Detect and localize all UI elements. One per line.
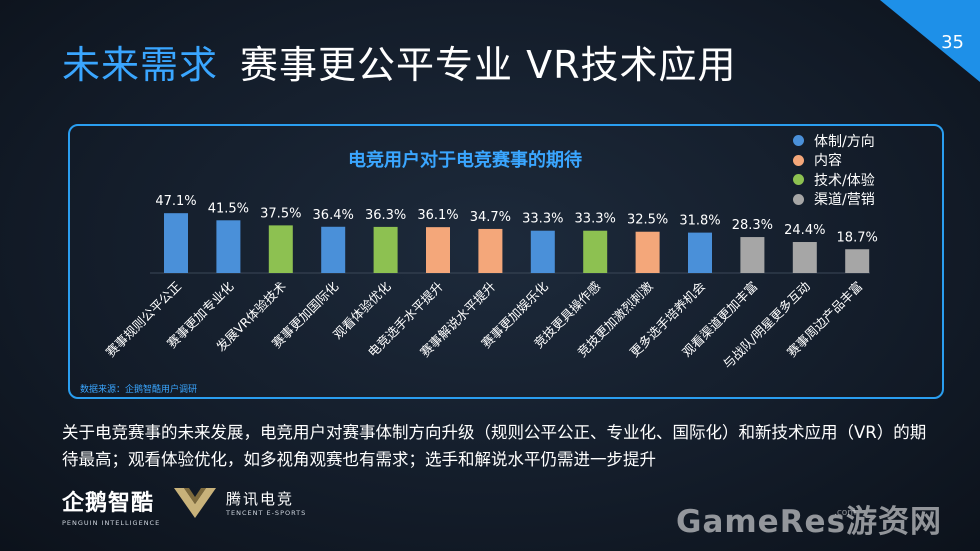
value-label-6: 34.7% [470,210,511,225]
bar-2 [268,225,293,273]
legend-label-content: 内容 [814,153,842,170]
penguin-logo-sub: PENGUIN INTELLIGENCE [62,519,161,527]
bar-0 [164,213,188,273]
legend-item-tech: 技术/体验 [793,170,875,190]
value-label-9: 32.5% [627,213,668,228]
legend-swatch-channel [793,193,804,205]
tencent-logo-sub: TENCENT E-SPORTS [226,508,307,517]
value-label-13: 18.7% [837,230,878,245]
category-label-12: 与战队/明星更多互动 [720,279,813,372]
tencent-esports-logo: 腾讯电竞 TENCENT E-SPORTS [172,484,306,520]
page-number: 35 [941,32,964,53]
value-label-3: 36.4% [313,208,354,223]
bar-11 [740,237,765,273]
value-label-2: 37.5% [260,206,301,221]
corner-triangle [880,0,980,82]
source-note: 数据来源：企鹅智酷用户调研 [80,385,198,395]
bar-5 [426,227,450,273]
value-label-8: 33.3% [575,212,616,227]
watermark: GameRes游资网 [676,504,943,540]
watermark-dotcom: .com [834,508,857,518]
tencent-logo-text: 腾讯电竞 [226,489,295,508]
chart-title: 电竞用户对于电竞赛事的期待 [348,150,582,171]
title-accent: 未来需求 [62,43,219,87]
bar-6 [478,228,503,273]
legend-swatch-system [793,135,804,147]
bar-10 [688,232,712,273]
legend-item-content: 内容 [793,151,875,171]
legend-swatch-content [793,154,804,166]
value-label-11: 28.3% [732,218,773,233]
bar-7 [530,230,555,273]
chart-panel [68,124,944,399]
value-label-5: 36.1% [417,208,458,223]
value-label-1: 41.5% [208,201,249,216]
description-text: 关于电竞赛事的未来发展，电竞用户对赛事体制方向升级（规则公平公正、专业化、国际化… [62,423,927,469]
bar-8 [583,230,608,273]
value-label-4: 36.3% [365,208,406,223]
value-label-10: 31.8% [679,214,720,229]
tencent-v-icon [174,488,216,518]
bar-9 [635,231,660,273]
bar-4 [373,226,398,273]
bar-3 [321,226,346,273]
bar-13 [845,249,870,273]
value-label-7: 33.3% [522,212,563,227]
value-label-0: 47.1% [155,194,196,209]
legend-item-system: 体制/方向 [793,131,875,151]
bar-12 [792,242,817,273]
value-label-12: 24.4% [784,223,825,238]
legend-label-system: 体制/方向 [814,133,875,150]
page-title: 未来需求 赛事更公平专业 VR技术应用 [62,34,737,89]
penguin-logo-text: 企鹅智酷 [62,491,155,516]
legend-label-channel: 渠道/营销 [814,192,875,209]
chart-legend: 体制/方向 内容 技术/体验 渠道/营销 [793,131,875,209]
legend-swatch-tech [793,174,804,186]
bar-1 [216,220,241,273]
legend-item-channel: 渠道/营销 [793,190,875,210]
penguin-logo: 企鹅智酷 PENGUIN INTELLIGENCE [62,485,160,527]
legend-label-tech: 技术/体验 [814,172,875,189]
title-main: 赛事更公平专业 VR技术应用 [240,43,737,87]
